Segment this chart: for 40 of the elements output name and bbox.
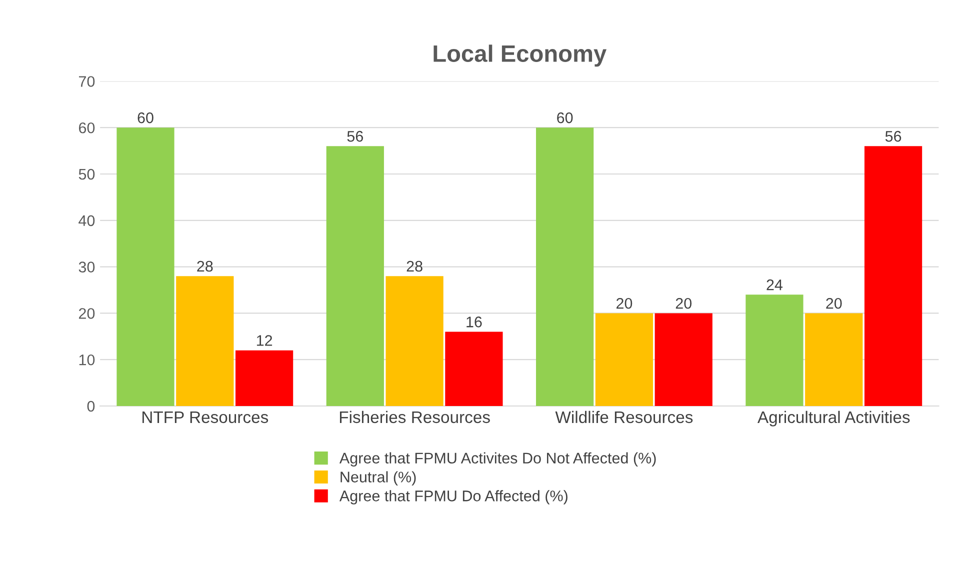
data-label: 60 [557, 112, 573, 124]
y-tick-label: 10 [79, 354, 95, 366]
bar [746, 294, 804, 406]
data-label: 12 [256, 335, 272, 346]
x-tick-label: NTFP Resources [142, 411, 268, 424]
y-tick-label: 20 [78, 308, 95, 319]
x-tick-label: Fisheries Resources [340, 410, 490, 424]
bar [445, 332, 503, 406]
data-label: 20 [616, 298, 632, 309]
data-label: 20 [676, 298, 692, 309]
y-tick-label: 0 [87, 400, 95, 412]
legend-label: Neutral (%) [340, 471, 416, 486]
bar [654, 313, 712, 406]
bar [116, 128, 174, 406]
chart-title: Local Economy [434, 44, 607, 67]
y-tick-label: 40 [78, 215, 95, 226]
x-tick-label: Agricultural Activities [757, 410, 910, 426]
y-tick-label: 70 [78, 76, 95, 87]
bar [536, 128, 594, 406]
data-label: 20 [826, 298, 842, 309]
data-label: 24 [766, 279, 783, 290]
legend-label: Agree that FPMU Activites Do Not Affected (%) [339, 452, 656, 467]
data-label: 16 [466, 316, 482, 328]
y-tick-label: 30 [78, 262, 95, 272]
data-label: 56 [885, 130, 902, 142]
bar [595, 313, 654, 406]
bar [326, 146, 384, 406]
bar [805, 313, 863, 406]
y-tick-label: 50 [78, 168, 95, 180]
bar [235, 350, 294, 406]
x-tick-label: Wildlife Resources [555, 410, 693, 424]
bar [176, 276, 234, 406]
data-label: 56 [347, 130, 363, 142]
bar [386, 276, 444, 406]
data-label: 60 [138, 112, 154, 124]
y-tick-label: 60 [78, 122, 95, 134]
data-label: 28 [197, 260, 213, 272]
bar [864, 146, 922, 406]
legend-label: Agree that FPMU Do Affected (%) [339, 490, 568, 504]
data-label: 28 [406, 260, 422, 272]
